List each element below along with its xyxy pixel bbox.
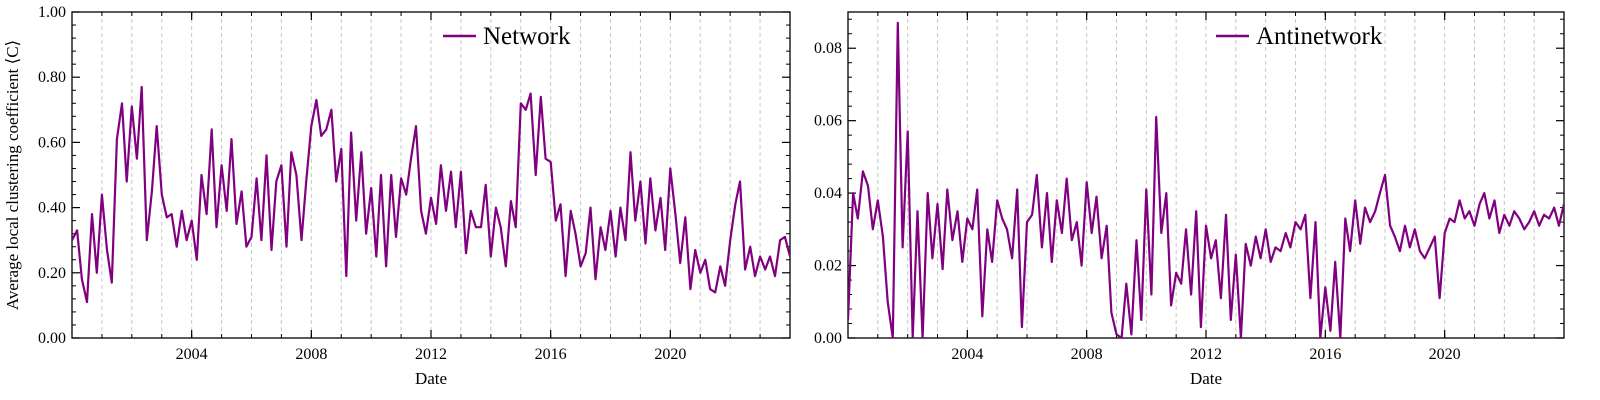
series-line-antinetwork — [848, 21, 1564, 338]
x-tick-label: 2020 — [1429, 346, 1461, 363]
series-line-network — [72, 85, 790, 304]
y-axis-label: Average local clustering coefficient ⟨C⟩ — [3, 40, 22, 310]
y-tick-label: 0.80 — [38, 69, 66, 86]
y-tick-label: 0.00 — [38, 330, 66, 347]
x-axis-label: Date — [1190, 369, 1222, 388]
y-tick-label: 0.20 — [38, 265, 66, 282]
x-tick-label: 2012 — [415, 346, 447, 363]
y-tick-label: 0.06 — [814, 113, 842, 130]
legend-label: Antinetwork — [1256, 23, 1383, 50]
x-tick-label: 2004 — [951, 346, 983, 363]
y-tick-label: 0.40 — [38, 200, 66, 217]
x-tick-label: 2016 — [535, 346, 567, 363]
legend-label: Network — [483, 23, 571, 50]
y-tick-label: 0.02 — [814, 258, 842, 275]
x-tick-label: 2020 — [654, 346, 686, 363]
network-panel: 2004 2008 2012 2016 2020 0.00 0.20 0.40 0.60 0.80… — [3, 4, 791, 388]
y-tick-label: 0.04 — [814, 185, 842, 202]
y-tick-label: 0.60 — [38, 134, 66, 151]
x-tick-label: 2008 — [295, 346, 327, 363]
x-tick-label: 2008 — [1071, 346, 1103, 363]
y-tick-label: 0.00 — [814, 330, 842, 347]
x-tick-label: 2012 — [1190, 346, 1222, 363]
antinetwork-panel: 2004 2008 2012 2016 2020 0.00 0.02 0.04 0.06 0.08… — [814, 11, 1565, 388]
x-axis-label: Date — [415, 369, 447, 388]
y-tick-label: 0.08 — [814, 40, 842, 57]
y-tick-label: 1.00 — [38, 4, 66, 21]
x-tick-label: 2004 — [176, 346, 208, 363]
x-tick-label: 2016 — [1309, 346, 1341, 363]
